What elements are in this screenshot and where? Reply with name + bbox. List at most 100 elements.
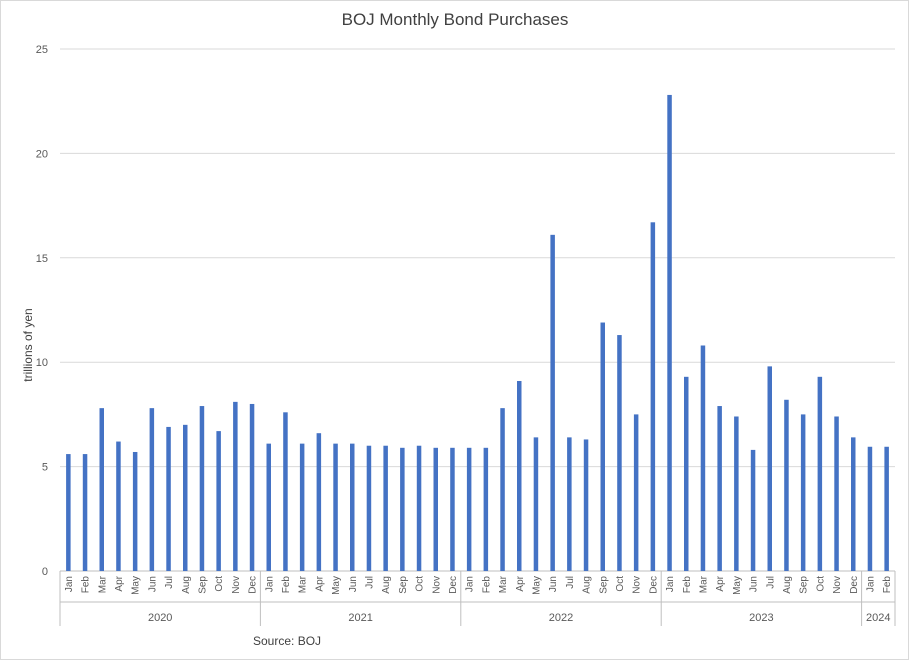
x-tick-label: Jan — [865, 576, 876, 592]
bar — [416, 445, 422, 571]
x-tick-label: Jan — [264, 576, 275, 592]
x-tick-label: Sep — [398, 576, 409, 594]
x-tick-label: Feb — [481, 576, 492, 594]
y-tick-label: 0 — [42, 566, 48, 578]
x-tick-label: Feb — [882, 576, 893, 594]
bar — [750, 449, 756, 571]
bar — [767, 366, 772, 571]
bar — [366, 445, 372, 571]
bar — [650, 222, 656, 571]
y-tick-label: 20 — [36, 148, 48, 160]
x-tick-label: Oct — [214, 576, 225, 592]
y-tick-label: 15 — [36, 253, 48, 265]
x-tick-label: Aug — [782, 576, 793, 594]
y-tick-label: 10 — [36, 357, 48, 369]
x-tick-label: Dec — [248, 576, 259, 594]
x-tick-label: Jan — [465, 576, 476, 592]
x-tick-label: Aug — [381, 576, 392, 594]
x-tick-label: Jun — [548, 576, 559, 592]
x-tick-label: Jun — [147, 576, 158, 592]
bar — [567, 437, 572, 571]
bar — [533, 437, 539, 571]
x-tick-label: Jan — [64, 576, 75, 592]
bar — [383, 445, 388, 571]
bar — [867, 446, 873, 571]
x-tick-label: Aug — [181, 576, 192, 594]
x-tick-label: Oct — [415, 576, 426, 592]
x-tick-label: Feb — [682, 576, 693, 594]
x-tick-label: Dec — [448, 576, 459, 594]
x-tick-label: Nov — [231, 576, 242, 594]
x-tick-label: May — [131, 576, 142, 595]
bar — [667, 94, 672, 571]
bar — [466, 447, 472, 571]
bar — [800, 414, 806, 571]
year-group-label: 2020 — [148, 612, 172, 624]
x-tick-label: Jun — [348, 576, 359, 592]
bar — [99, 408, 104, 571]
bar — [734, 416, 739, 571]
bar — [350, 443, 355, 571]
bar — [700, 345, 706, 571]
x-tick-label: Feb — [281, 576, 292, 594]
bar — [400, 447, 405, 571]
chart-title: BOJ Monthly Bond Purchases — [341, 10, 569, 29]
y-tick-label: 5 — [42, 462, 48, 474]
bar — [233, 401, 238, 571]
bar — [684, 376, 689, 571]
bar — [583, 439, 589, 571]
x-tick-label: May — [531, 576, 542, 595]
bar — [717, 406, 722, 571]
x-tick-label: Oct — [615, 576, 626, 592]
bar — [500, 408, 505, 571]
bar — [199, 406, 205, 571]
x-tick-label: Mar — [298, 575, 309, 593]
bar — [183, 424, 188, 571]
x-tick-label: Aug — [582, 576, 593, 594]
x-tick-label: Apr — [715, 575, 726, 591]
bar — [600, 322, 605, 571]
bar — [66, 454, 71, 571]
bar — [283, 412, 288, 571]
source-note: Source: BOJ — [253, 634, 322, 648]
x-tick-label: Mar — [498, 575, 509, 593]
x-tick-label: Sep — [799, 576, 810, 594]
bar — [116, 441, 121, 571]
bar — [333, 443, 338, 571]
bar — [550, 234, 555, 571]
x-tick-label: Jul — [364, 576, 375, 589]
x-tick-label: Dec — [849, 576, 860, 594]
year-group-label: 2021 — [348, 612, 372, 624]
bar — [834, 416, 839, 571]
bar — [483, 447, 489, 571]
x-tick-label: Jul — [164, 576, 175, 589]
bar — [517, 380, 522, 571]
bar — [450, 447, 455, 571]
y-tick-label: 25 — [36, 44, 48, 56]
bar — [851, 437, 856, 571]
x-tick-label: Dec — [648, 576, 659, 594]
bar — [617, 335, 622, 571]
bar — [433, 447, 438, 571]
x-tick-label: Apr — [314, 575, 325, 591]
bar — [784, 399, 789, 571]
x-tick-label: May — [331, 576, 342, 595]
bar — [249, 403, 255, 571]
bar — [166, 426, 171, 571]
x-tick-label: Jun — [749, 576, 760, 592]
x-tick-label: Apr — [114, 575, 125, 591]
x-tick-label: Mar — [698, 575, 709, 593]
bar — [884, 446, 889, 571]
bar — [132, 451, 138, 571]
x-tick-label: Sep — [598, 576, 609, 594]
bar — [149, 408, 155, 571]
bar — [633, 414, 639, 571]
x-tick-label: Nov — [431, 576, 442, 594]
x-tick-label: Nov — [632, 576, 643, 594]
bar — [316, 433, 322, 571]
year-group-label: 2023 — [749, 612, 773, 624]
bar — [817, 376, 823, 571]
bar — [216, 431, 221, 571]
x-tick-label: Oct — [815, 576, 826, 592]
